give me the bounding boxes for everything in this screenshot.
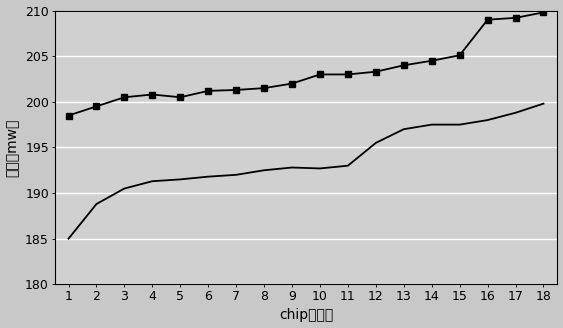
X-axis label: chip（颗）: chip（颗） (279, 308, 333, 322)
Y-axis label: 亮度（mw）: 亮度（mw） (6, 118, 20, 177)
